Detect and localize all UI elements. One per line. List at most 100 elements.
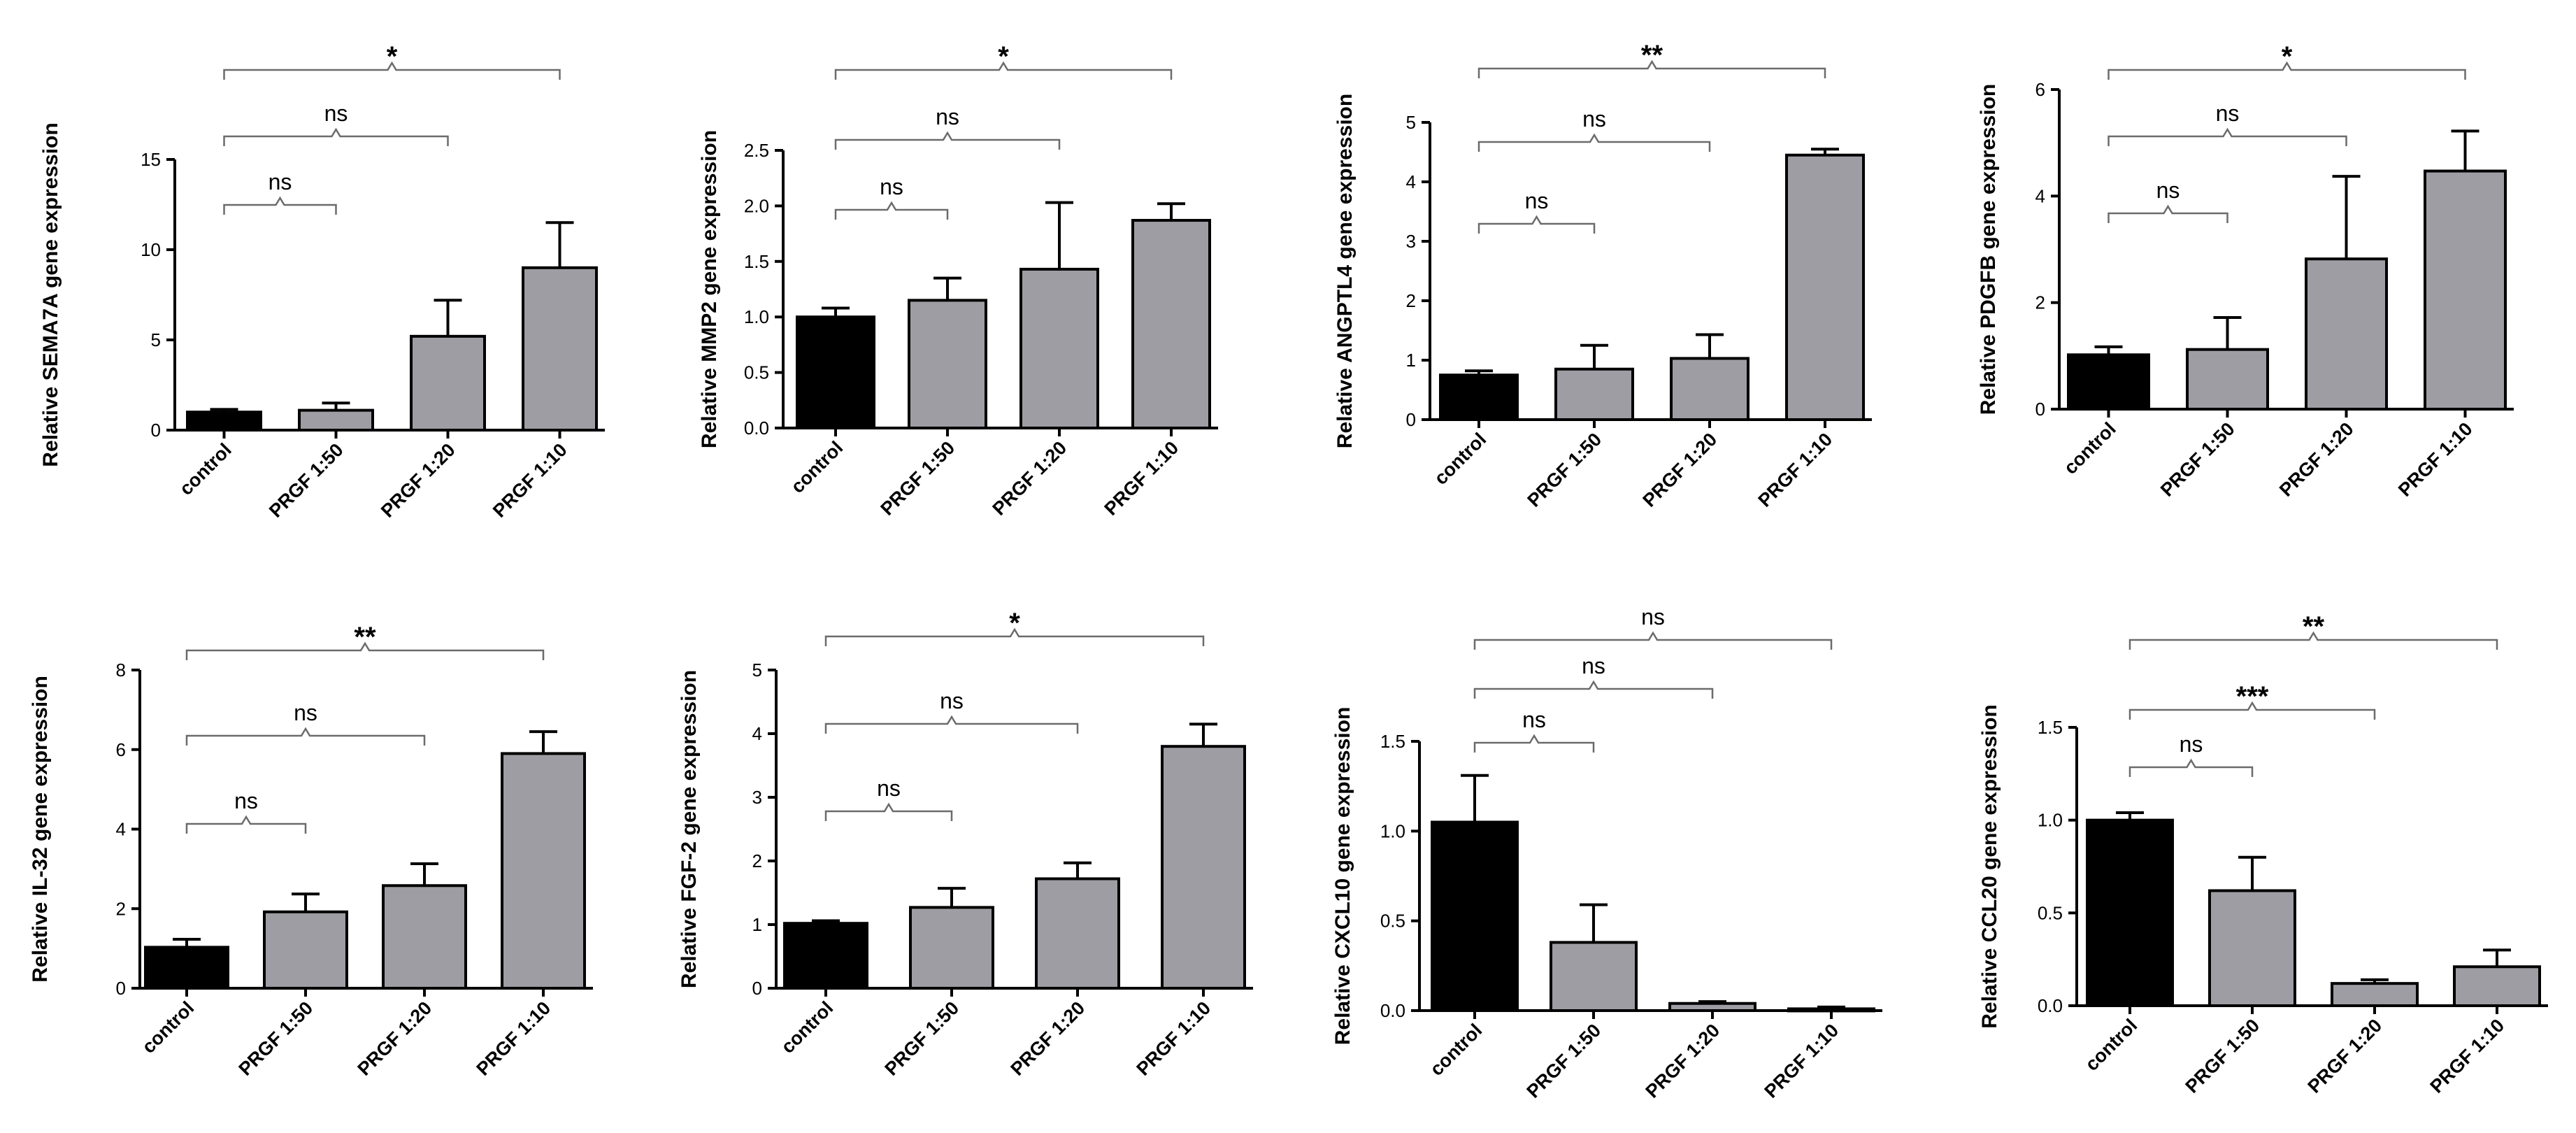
bar-control	[783, 922, 868, 990]
x-category-label: PRGF 1:20	[2303, 1015, 2386, 1097]
significance-label: *	[2282, 41, 2293, 72]
significance-bracket: ns	[2128, 732, 2254, 777]
significance-bracket: *	[824, 608, 1205, 646]
y-tick-label: 0	[2035, 399, 2045, 420]
bracket-line	[834, 201, 949, 220]
y-tick-label: 5	[151, 329, 161, 350]
x-category-label: control	[1430, 429, 1490, 489]
bar-prgf-1-10	[2424, 169, 2507, 411]
bracket-line	[824, 715, 1079, 734]
x-category-label: PRGF 1:20	[1638, 429, 1721, 511]
y-tick-label: 0.0	[2038, 995, 2063, 1016]
x-category-label: PRGF 1:20	[1641, 1020, 1724, 1102]
y-axis-title: Relative MMP2 gene expression	[698, 130, 721, 448]
y-tick-label: 0.5	[2038, 902, 2063, 923]
significance-label: ns	[936, 104, 959, 129]
significance-bracket: *	[223, 41, 561, 80]
bracket-line	[2128, 701, 2376, 720]
y-tick-label: 3	[752, 787, 762, 808]
x-category-label: PRGF 1:10	[1754, 429, 1836, 511]
bracket-line	[2108, 61, 2466, 80]
bar-prgf-1-10	[1131, 219, 1211, 429]
bar-control	[2067, 353, 2150, 411]
x-category-label: PRGF 1:50	[1522, 1020, 1605, 1102]
significance-bracket: ns	[1477, 188, 1596, 234]
bracket-line	[834, 61, 1173, 80]
significance-label: ns	[324, 101, 348, 126]
y-tick-label: 5	[752, 660, 762, 680]
x-category-label: control	[138, 997, 198, 1057]
y-axis-title: Relative PDGFB gene expression	[1977, 84, 2000, 415]
significance-label: ns	[1641, 604, 1665, 629]
bracket-line	[1477, 215, 1596, 234]
y-tick-label: 6	[2035, 79, 2045, 100]
y-tick-label: 0.5	[744, 362, 769, 383]
x-category-label: PRGF 1:20	[1006, 997, 1089, 1080]
chart-panel-6: Relative FGF-2 gene expression 0 1 2 3 4 5 cont…	[678, 608, 1253, 1080]
bracket-line	[2108, 127, 2347, 146]
x-category-label: PRGF 1:50	[265, 439, 348, 522]
y-tick-label: 0	[752, 978, 762, 999]
bar-control	[796, 315, 875, 430]
y-tick-label: 0	[116, 978, 126, 999]
bar-prgf-1-20	[2331, 982, 2419, 1008]
x-category-label: control	[787, 437, 847, 497]
x-category-label: control	[2081, 1015, 2141, 1075]
bar-prgf-1-10	[1785, 153, 1865, 421]
significance-label: ns	[940, 688, 964, 713]
x-category-label: PRGF 1:20	[353, 997, 436, 1080]
bracket-line	[834, 131, 1061, 150]
bracket-line	[824, 802, 953, 821]
y-tick-label: 1.0	[2038, 810, 2063, 831]
bar-control	[1439, 373, 1519, 421]
x-category-label: PRGF 1:20	[988, 437, 1071, 520]
x-category-label: PRGF 1:10	[489, 439, 571, 522]
significance-bracket: **	[2128, 611, 2498, 650]
bracket-line	[824, 627, 1205, 646]
significance-bracket: ns	[185, 788, 307, 834]
significance-bracket: ***	[2128, 681, 2376, 720]
bracket-line	[2128, 631, 2498, 650]
significance-bracket: ns	[2108, 101, 2347, 146]
significance-bracket: ns	[1473, 604, 1833, 650]
x-category-label: PRGF 1:50	[876, 437, 959, 520]
x-category-label: PRGF 1:10	[2394, 418, 2477, 501]
significance-bracket: **	[1477, 40, 1826, 78]
bar-prgf-1-50	[2208, 889, 2296, 1007]
significance-label: **	[2303, 611, 2325, 642]
bracket-line	[223, 127, 449, 146]
bracket-line	[2128, 758, 2254, 777]
chart-panel-5: Relative IL-32 gene expression 0 2 4 6 8 contr…	[29, 622, 593, 1080]
y-axis-title: Relative IL-32 gene expression	[29, 676, 52, 983]
significance-bracket: ns	[834, 174, 949, 220]
y-axis-title: Relative ANGPTL4 gene expression	[1333, 94, 1357, 448]
y-tick-label: 1.5	[2038, 717, 2063, 738]
y-tick-label: 0	[151, 420, 161, 441]
y-axis-title: Relative CCL20 gene expression	[1978, 704, 2001, 1029]
chart-panel-8: Relative CCL20 gene expression 0.0 0.5 1.0 1…	[1978, 611, 2548, 1097]
bar-prgf-1-10	[522, 266, 598, 432]
bar-prgf-1-20	[1668, 1002, 1756, 1012]
y-tick-label: 2	[116, 898, 126, 919]
y-tick-label: 2.0	[744, 195, 769, 216]
x-category-label: PRGF 1:10	[1132, 997, 1215, 1080]
y-tick-label: 4	[2035, 185, 2045, 206]
chart-panel-4: Relative PDGFB gene expression 0 2 4 6 contro…	[1977, 41, 2514, 501]
bracket-line	[223, 196, 337, 215]
bar-prgf-1-50	[298, 408, 374, 432]
bar-prgf-1-20	[1670, 357, 1749, 422]
significance-label: ***	[2236, 681, 2269, 712]
significance-label: *	[387, 41, 398, 72]
bracket-line	[185, 727, 426, 746]
x-category-label: PRGF 1:10	[1100, 437, 1182, 520]
bar-control	[2086, 818, 2174, 1007]
y-tick-label: 4	[1406, 171, 1416, 192]
significance-bracket: **	[185, 622, 545, 660]
y-axis-title: Relative SEMA7A gene expression	[39, 122, 62, 466]
y-tick-label: 4	[116, 819, 126, 840]
x-category-label: PRGF 1:50	[234, 997, 317, 1080]
significance-label: ns	[1582, 653, 1605, 678]
significance-label: ns	[1522, 707, 1546, 732]
x-category-label: PRGF 1:10	[1760, 1020, 1842, 1102]
y-tick-label: 2	[1406, 290, 1416, 311]
